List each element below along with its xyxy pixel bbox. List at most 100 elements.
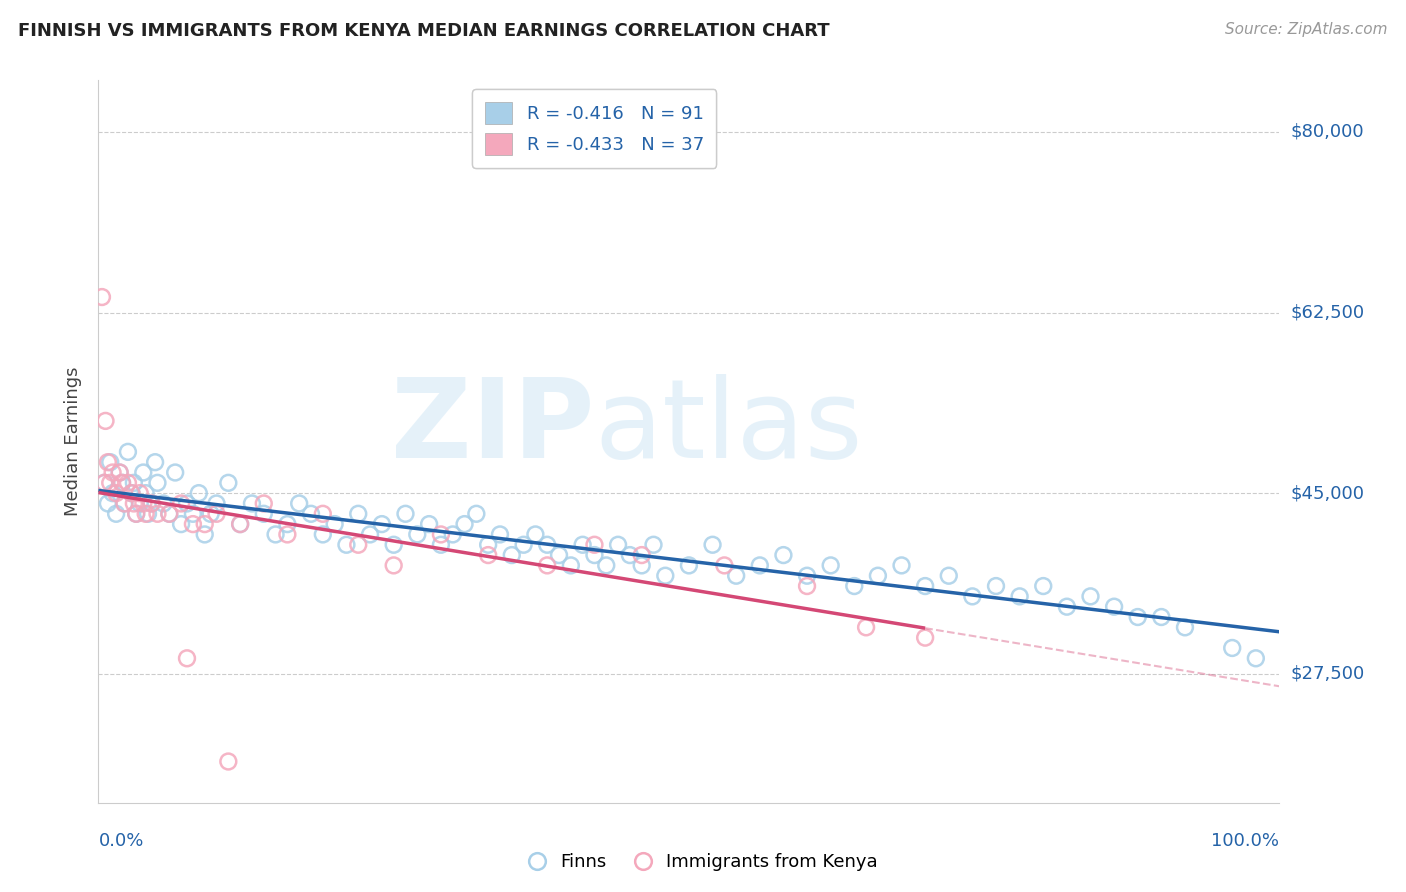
Point bbox=[108, 466, 131, 480]
Point bbox=[165, 466, 187, 480]
Point bbox=[560, 558, 582, 573]
Point bbox=[1244, 651, 1267, 665]
Point bbox=[418, 517, 440, 532]
Point bbox=[335, 538, 357, 552]
Point bbox=[619, 548, 641, 562]
Point bbox=[844, 579, 866, 593]
Point bbox=[117, 445, 139, 459]
Point bbox=[253, 496, 276, 510]
Point bbox=[105, 507, 128, 521]
Point bbox=[796, 568, 818, 582]
Point bbox=[91, 290, 114, 304]
Point bbox=[1032, 579, 1054, 593]
Point bbox=[121, 486, 143, 500]
Point bbox=[141, 496, 163, 510]
Point bbox=[914, 631, 936, 645]
Point bbox=[94, 414, 117, 428]
Point bbox=[1008, 590, 1031, 604]
Point bbox=[772, 548, 794, 562]
Point bbox=[654, 568, 676, 582]
Text: $62,500: $62,500 bbox=[1291, 303, 1365, 321]
Point bbox=[125, 507, 148, 521]
Point bbox=[796, 579, 818, 593]
Point bbox=[630, 558, 652, 573]
Point bbox=[347, 538, 370, 552]
Point bbox=[713, 558, 735, 573]
Point bbox=[101, 466, 124, 480]
Point bbox=[229, 517, 252, 532]
Point bbox=[914, 579, 936, 593]
Point bbox=[135, 507, 157, 521]
Point bbox=[820, 558, 842, 573]
Point bbox=[453, 517, 475, 532]
Point bbox=[501, 548, 523, 562]
Point bbox=[264, 527, 287, 541]
Point bbox=[702, 538, 724, 552]
Point bbox=[253, 507, 276, 521]
Point bbox=[217, 755, 239, 769]
Point bbox=[323, 517, 346, 532]
Point bbox=[128, 486, 150, 500]
Point bbox=[122, 475, 145, 490]
Point bbox=[181, 507, 204, 521]
Point bbox=[725, 568, 748, 582]
Legend: Finns, Immigrants from Kenya: Finns, Immigrants from Kenya bbox=[520, 847, 886, 879]
Point bbox=[430, 538, 453, 552]
Point bbox=[194, 517, 217, 532]
Point bbox=[170, 517, 193, 532]
Point bbox=[170, 496, 193, 510]
Point bbox=[97, 496, 120, 510]
Point bbox=[121, 486, 143, 500]
Point bbox=[205, 507, 228, 521]
Text: Source: ZipAtlas.com: Source: ZipAtlas.com bbox=[1225, 22, 1388, 37]
Point bbox=[276, 527, 298, 541]
Point bbox=[477, 548, 499, 562]
Point bbox=[583, 548, 606, 562]
Text: 100.0%: 100.0% bbox=[1212, 831, 1279, 850]
Point bbox=[187, 486, 209, 500]
Text: 0.0%: 0.0% bbox=[98, 831, 143, 850]
Point bbox=[117, 475, 139, 490]
Point bbox=[382, 558, 405, 573]
Point bbox=[441, 527, 464, 541]
Point bbox=[229, 517, 252, 532]
Point bbox=[205, 496, 228, 510]
Point bbox=[465, 507, 488, 521]
Point bbox=[1150, 610, 1173, 624]
Point bbox=[1220, 640, 1243, 655]
Point bbox=[97, 455, 120, 469]
Point bbox=[288, 496, 311, 510]
Point bbox=[176, 496, 198, 510]
Point bbox=[607, 538, 630, 552]
Point bbox=[299, 507, 322, 521]
Point bbox=[536, 538, 558, 552]
Point bbox=[136, 507, 159, 521]
Point bbox=[347, 507, 370, 521]
Point bbox=[1102, 599, 1125, 614]
Point bbox=[512, 538, 534, 552]
Point bbox=[1174, 620, 1197, 634]
Text: atlas: atlas bbox=[595, 374, 863, 481]
Point bbox=[524, 527, 547, 541]
Point bbox=[135, 486, 157, 500]
Point bbox=[146, 507, 169, 521]
Point bbox=[98, 455, 121, 469]
Point bbox=[125, 507, 148, 521]
Point bbox=[93, 475, 115, 490]
Point bbox=[105, 486, 128, 500]
Point bbox=[276, 517, 298, 532]
Point bbox=[630, 548, 652, 562]
Point bbox=[194, 527, 217, 541]
Point bbox=[312, 527, 335, 541]
Point bbox=[101, 486, 124, 500]
Point bbox=[108, 466, 131, 480]
Point bbox=[1080, 590, 1102, 604]
Point bbox=[643, 538, 665, 552]
Point bbox=[176, 651, 198, 665]
Point bbox=[132, 466, 155, 480]
Point bbox=[406, 527, 429, 541]
Point bbox=[938, 568, 960, 582]
Point bbox=[181, 517, 204, 532]
Point bbox=[984, 579, 1007, 593]
Text: FINNISH VS IMMIGRANTS FROM KENYA MEDIAN EARNINGS CORRELATION CHART: FINNISH VS IMMIGRANTS FROM KENYA MEDIAN … bbox=[18, 22, 830, 40]
